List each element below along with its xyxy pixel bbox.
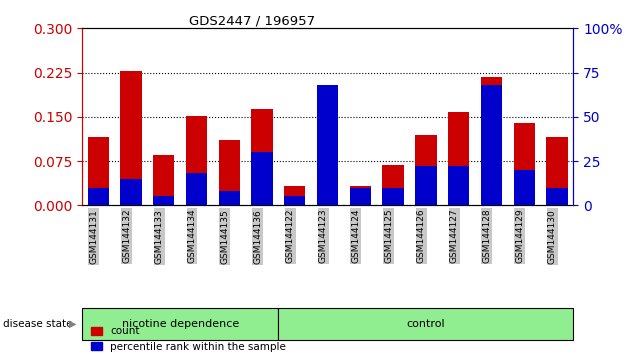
Text: GSM144125: GSM144125: [384, 209, 393, 263]
Bar: [186, 173, 207, 205]
Bar: [186, 116, 207, 205]
Bar: [382, 188, 404, 205]
Bar: [88, 137, 109, 205]
Text: GSM144124: GSM144124: [352, 209, 360, 263]
Text: GSM144129: GSM144129: [515, 209, 524, 263]
Bar: [251, 109, 273, 205]
Bar: [481, 85, 502, 205]
Text: ▶: ▶: [69, 319, 76, 329]
Text: GSM144133: GSM144133: [155, 209, 164, 264]
Bar: [350, 186, 371, 205]
Text: GSM144128: GSM144128: [483, 209, 491, 263]
Text: GSM144135: GSM144135: [220, 209, 229, 264]
Bar: [546, 137, 568, 205]
Bar: [382, 165, 404, 205]
Text: GSM144126: GSM144126: [417, 209, 426, 263]
Text: GSM144123: GSM144123: [319, 209, 328, 263]
Text: GDS2447 / 196957: GDS2447 / 196957: [189, 14, 315, 27]
Text: GSM144134: GSM144134: [188, 209, 197, 263]
Bar: [284, 186, 306, 205]
Bar: [284, 196, 306, 205]
Legend: count, percentile rank within the sample: count, percentile rank within the sample: [87, 322, 290, 354]
Text: GSM144132: GSM144132: [122, 209, 131, 263]
Text: disease state: disease state: [3, 319, 72, 329]
Text: nicotine dependence: nicotine dependence: [122, 319, 239, 329]
Bar: [251, 152, 273, 205]
Bar: [317, 112, 338, 205]
Bar: [153, 196, 175, 205]
Bar: [120, 179, 142, 205]
Bar: [415, 166, 437, 205]
Bar: [415, 135, 437, 205]
Text: GSM144122: GSM144122: [286, 209, 295, 263]
Text: control: control: [406, 319, 445, 329]
Text: GSM144130: GSM144130: [548, 209, 557, 264]
Bar: [546, 188, 568, 205]
Bar: [153, 155, 175, 205]
Bar: [219, 191, 240, 205]
Bar: [120, 71, 142, 205]
Bar: [88, 188, 109, 205]
Bar: [448, 166, 469, 205]
Text: GSM144127: GSM144127: [450, 209, 459, 263]
Bar: [317, 85, 338, 205]
Bar: [481, 77, 502, 205]
Bar: [448, 112, 469, 205]
Bar: [513, 123, 535, 205]
Text: GSM144136: GSM144136: [253, 209, 262, 264]
Bar: [513, 170, 535, 205]
Text: GSM144131: GSM144131: [89, 209, 98, 264]
Bar: [350, 188, 371, 205]
Bar: [219, 141, 240, 205]
